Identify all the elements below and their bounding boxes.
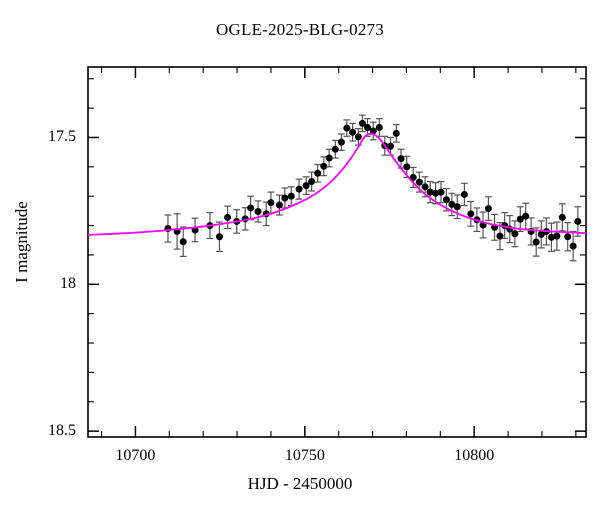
data-point-with-errorbar [426, 180, 434, 204]
data-point-with-errorbar [369, 121, 377, 141]
data-point-with-errorbar [484, 196, 492, 221]
data-point-with-errorbar [547, 222, 555, 253]
data-point-with-errorbar [179, 226, 187, 258]
data-point-with-errorbar [308, 171, 316, 192]
data-point-with-errorbar [331, 139, 339, 159]
data-point-with-errorbar [437, 180, 445, 204]
data-point-with-errorbar [349, 122, 357, 142]
data-point-with-errorbar [314, 163, 322, 183]
data-point-with-errorbar [558, 203, 566, 232]
data-point-with-errorbar [295, 178, 303, 200]
data-point-with-errorbar [343, 119, 351, 137]
chart-title: OGLE-2025-BLG-0273 [216, 20, 384, 39]
data-point-with-errorbar [164, 214, 172, 243]
data-point-with-errorbar [358, 114, 366, 133]
data-point-with-errorbar [564, 222, 572, 252]
data-point-with-errorbar [532, 227, 540, 257]
y-tick-label: 17.5 [48, 128, 76, 146]
y-axis-label: I magnitude [12, 201, 31, 283]
data-point-with-errorbar [453, 194, 461, 220]
data-point-with-errorbar [392, 123, 400, 143]
data-point-with-errorbar [191, 217, 199, 243]
data-point-with-errorbar [516, 206, 524, 233]
data-point-with-errorbar [173, 213, 181, 250]
data-point-with-errorbar [409, 166, 417, 188]
data-point-with-errorbar [442, 187, 450, 212]
data-point-with-errorbar [479, 211, 487, 239]
x-tick-label: 10700 [115, 447, 156, 464]
data-point-with-errorbar [287, 186, 295, 207]
data-point-with-errorbar [574, 206, 582, 237]
plot-frame [87, 66, 587, 438]
data-point-with-errorbar [247, 195, 255, 221]
data-point-with-errorbar [267, 191, 275, 214]
data-point-with-errorbar [553, 221, 561, 251]
data-point-with-errorbar [215, 221, 223, 253]
x-axis-label: HJD - 2450000 [247, 474, 353, 493]
data-point-with-errorbar [537, 220, 545, 249]
data-point-with-errorbar [224, 205, 232, 230]
data-point-with-errorbar [460, 182, 468, 207]
model-curve [88, 132, 586, 236]
data-series-photometry [164, 114, 582, 262]
data-point-with-errorbar [254, 200, 262, 223]
data-point-with-errorbar [375, 118, 383, 137]
data-point-with-errorbar [320, 156, 328, 177]
x-tick-label: 10800 [454, 447, 495, 464]
data-point-with-errorbar [325, 148, 333, 168]
data-point-with-errorbar [337, 133, 345, 151]
data-point-with-errorbar [467, 200, 475, 227]
data-point-with-errorbar [302, 176, 310, 196]
data-point-with-errorbar [511, 220, 519, 248]
x-tick-label: 10750 [284, 447, 325, 464]
data-point-with-errorbar [569, 230, 577, 262]
axis-ticks [88, 67, 586, 437]
y-tick-label: 18.5 [48, 422, 76, 440]
data-point-with-errorbar [363, 118, 371, 137]
y-tick-label: 18 [60, 275, 76, 293]
data-point-with-errorbar [397, 148, 405, 169]
